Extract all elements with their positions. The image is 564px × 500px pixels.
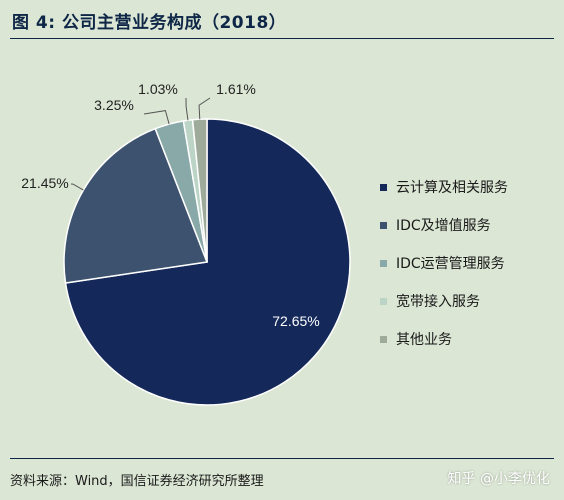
data-label: 72.65%: [272, 313, 319, 329]
legend-swatch-broadband: [380, 297, 387, 305]
legend: 云计算及相关服务 IDC及增值服务 IDC运营管理服务 宽带接入服务 其他业务: [380, 168, 508, 358]
legend-item: 宽带接入服务: [380, 282, 508, 320]
leader-line: [143, 110, 170, 125]
legend-swatch-other: [380, 335, 387, 343]
footer-divider: [10, 458, 554, 459]
data-label: 3.25%: [94, 97, 134, 113]
pie-chart: 72.65% 21.45% 3.25%1.03% 1.61%: [21, 81, 351, 406]
legend-label: 宽带接入服务: [396, 294, 480, 310]
source-note: 资料来源：Wind，国信证券经济研究所整理: [10, 474, 264, 489]
legend-swatch-idc: [380, 221, 387, 229]
data-label: 21.45%: [21, 175, 68, 191]
legend-label: IDC运营管理服务: [396, 256, 505, 272]
legend-swatch-idc-ops: [380, 259, 387, 267]
leader-line: [198, 97, 211, 120]
data-label: 1.03%: [138, 81, 178, 97]
data-label: 1.61%: [216, 81, 256, 97]
legend-swatch-cloud: [380, 183, 387, 191]
leader-line: [185, 97, 189, 121]
watermark: 知乎 @小李优化: [447, 471, 550, 487]
leader-line: [70, 183, 84, 191]
chart-title: 图 4: 公司主营业务构成（2018）: [12, 13, 287, 33]
legend-label: 其他业务: [396, 332, 452, 348]
legend-item: 其他业务: [380, 320, 508, 358]
legend-item: IDC运营管理服务: [380, 244, 508, 282]
title-divider: [10, 38, 554, 39]
legend-item: 云计算及相关服务: [380, 168, 508, 206]
legend-label: 云计算及相关服务: [396, 180, 508, 196]
legend-label: IDC及增值服务: [396, 218, 491, 234]
legend-item: IDC及增值服务: [380, 206, 508, 244]
